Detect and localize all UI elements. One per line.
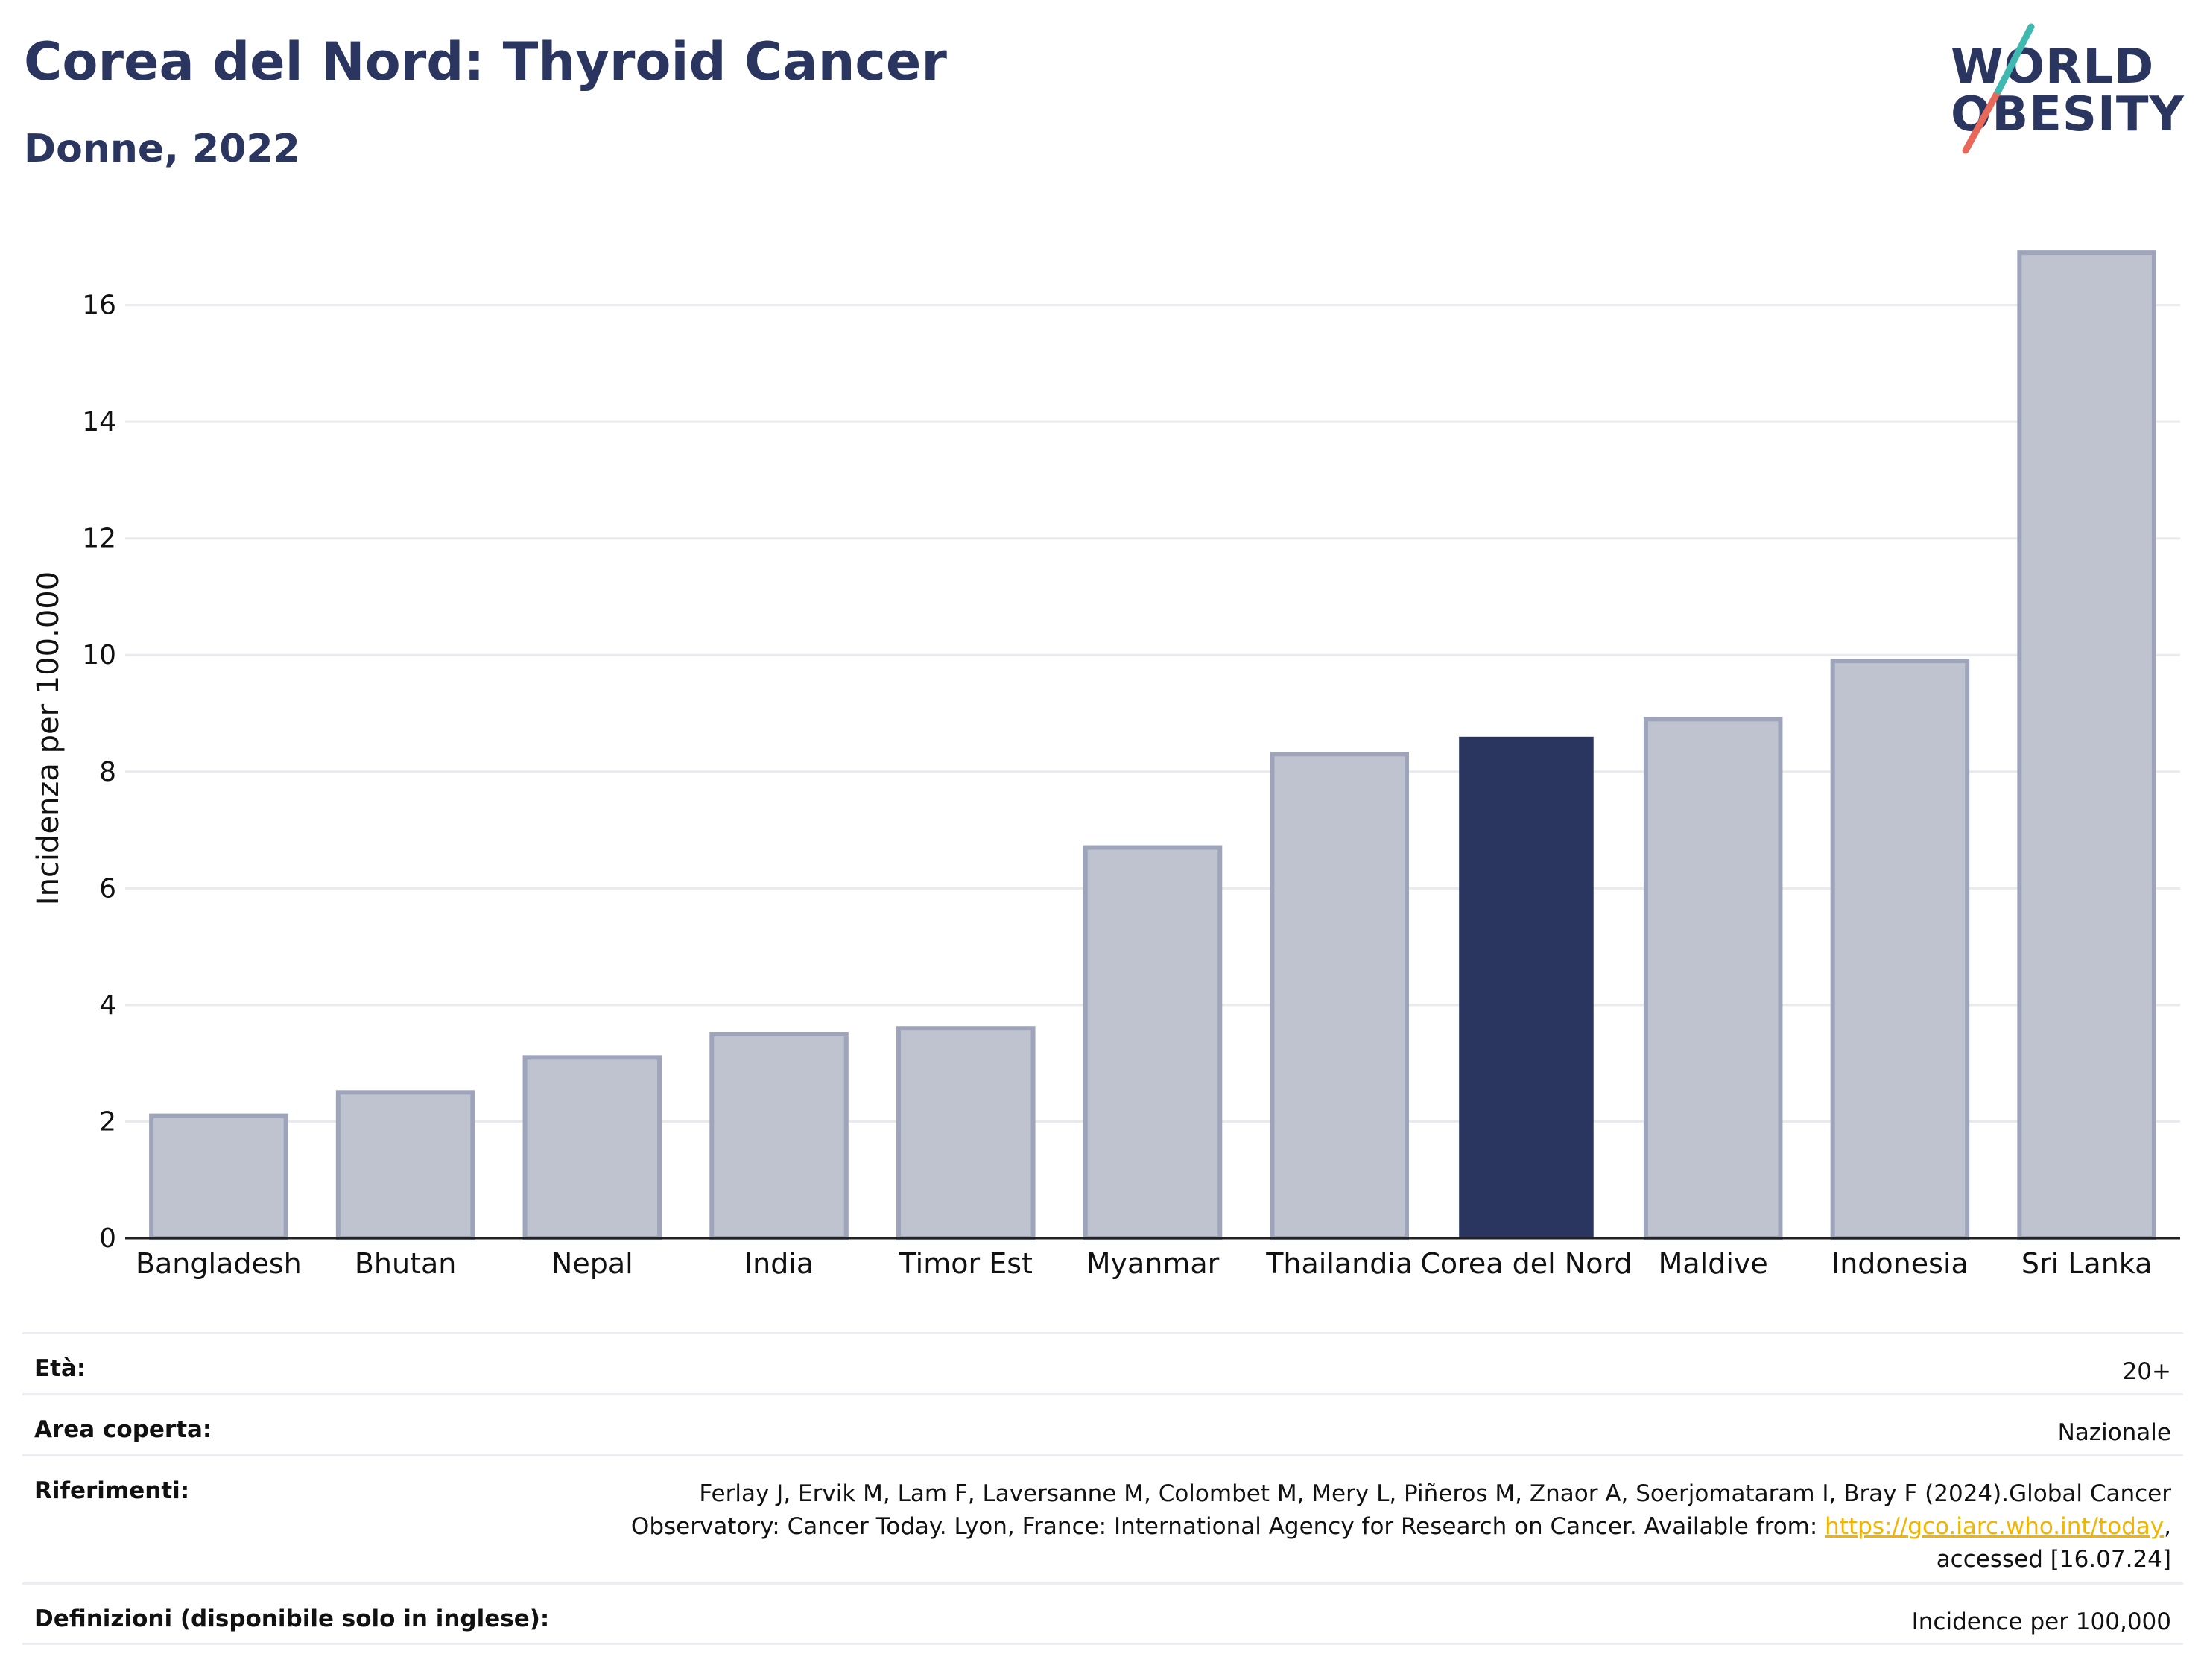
meta-value-definitions: Incidence per 100,000 [1911, 1608, 2171, 1635]
bar-maldive [1643, 717, 1783, 1240]
reference-line-1: Ferlay J, Ervik M, Lam F, Laversanne M, … [699, 1480, 2171, 1507]
bar-chart: 0 2 4 6 8 10 12 14 16 Incidenza per 100.000 Bangla… [31, 250, 2180, 1280]
meta-row-references: Riferimenti: Ferlay J, Ervik M, Lam F, L… [22, 1454, 2183, 1582]
meta-row-definitions: Definizioni (disponibile solo in inglese… [22, 1582, 2183, 1645]
page-title: Corea del Nord: Thyroid Cancer [24, 31, 947, 92]
x-tick-label: Bangladesh [136, 1247, 302, 1280]
y-tick-label: 6 [99, 873, 116, 904]
meta-row-area: Area coperta: Nazionale [22, 1393, 2183, 1454]
bar-nepal [522, 1055, 662, 1241]
logo-line-1: WORLD [1951, 39, 2155, 95]
x-tick-label: Indonesia [1831, 1247, 1969, 1280]
metadata-table: Età: 20+ Area coperta: Nazionale Riferim… [22, 1332, 2183, 1645]
reference-line-2: Observatory: Cancer Today. Lyon, France:… [631, 1510, 2171, 1543]
bar-bhutan [335, 1090, 475, 1240]
meta-value-area: Nazionale [2057, 1419, 2171, 1446]
y-tick-label: 16 [82, 291, 116, 321]
bar-myanmar [1083, 845, 1223, 1241]
bar-bangladesh [149, 1113, 288, 1241]
x-tick-label: Thailandia [1265, 1247, 1413, 1280]
meta-label-definitions: Definizioni (disponibile solo in inglese… [34, 1605, 550, 1632]
y-tick-label: 4 [99, 990, 116, 1021]
x-tick-label: India [744, 1247, 814, 1280]
meta-value-references: Ferlay J, Ervik M, Lam F, Laversanne M, … [631, 1477, 2171, 1576]
x-tick-label: Corea del Nord [1420, 1247, 1632, 1280]
world-obesity-logo: WORLD OBESITY [1937, 22, 2191, 156]
x-tick-label: Sri Lanka [2021, 1247, 2153, 1280]
meta-row-age: Età: 20+ [22, 1332, 2183, 1393]
y-tick-label: 2 [99, 1106, 116, 1137]
x-tick-label: Timor Est [899, 1247, 1033, 1280]
logo-slash-icon [1962, 23, 2035, 154]
x-tick-label: Nepal [551, 1247, 633, 1280]
y-tick-label: 12 [82, 524, 116, 554]
meta-value-age: 20+ [2122, 1358, 2171, 1385]
y-tick-label: 10 [82, 640, 116, 671]
meta-label-age: Età: [34, 1355, 86, 1382]
bar-india [709, 1032, 849, 1240]
reference-line-2-post: , [2164, 1513, 2171, 1540]
bar-corea-del-nord [1459, 736, 1594, 1238]
x-tick-label: Myanmar [1086, 1247, 1220, 1280]
bar-timor-est [896, 1026, 1036, 1240]
meta-label-references: Riferimenti: [34, 1477, 190, 1504]
bar-thailandia [1270, 752, 1409, 1240]
x-tick-label: Maldive [1659, 1247, 1768, 1280]
y-tick-label: 8 [99, 757, 116, 787]
logo-line-2: OBESITY [1951, 87, 2185, 142]
bar-sri-lanka [2017, 250, 2156, 1240]
reference-line-3: accessed [16.07.24] [1936, 1546, 2171, 1573]
y-tick-label: 0 [99, 1223, 116, 1254]
y-tick-label: 14 [82, 407, 116, 437]
page-subtitle: Donne, 2022 [24, 127, 300, 171]
x-tick-label: Bhutan [355, 1247, 457, 1280]
bar-indonesia [1830, 659, 1970, 1240]
y-axis-label: Incidenza per 100.000 [31, 571, 66, 905]
reference-link[interactable]: https://gco.iarc.who.int/today [1825, 1513, 2165, 1540]
reference-line-2-text: Observatory: Cancer Today. Lyon, France:… [630, 1513, 1825, 1540]
meta-label-area: Area coperta: [34, 1416, 212, 1443]
